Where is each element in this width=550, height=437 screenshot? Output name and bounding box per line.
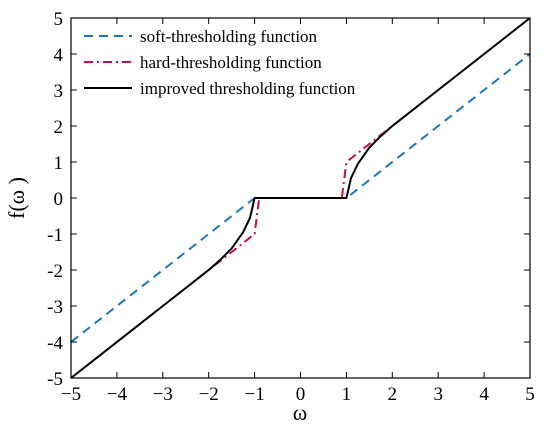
legend-label-2: hard-thresholding function [140, 53, 322, 72]
y-tick-label: 5 [54, 9, 64, 30]
legend-label-3: improved thresholding function [140, 79, 356, 98]
x-tick-label: 3 [433, 384, 443, 405]
y-tick-label: -1 [47, 225, 63, 246]
y-axis-ticks: -5 -4 -3 -2 -1 0 1 2 3 4 5 [47, 9, 530, 390]
x-axis-label: ω [293, 400, 307, 425]
x-tick-label: 0 [296, 384, 306, 405]
x-axis-ticks: −5 −4 −3 −2 −1 0 1 2 3 4 5 [61, 18, 535, 405]
y-tick-label: 0 [54, 189, 64, 210]
y-tick-label: 2 [54, 117, 64, 138]
y-tick-label: 3 [54, 81, 64, 102]
series-layer [71, 18, 530, 378]
x-tick-label: −1 [244, 384, 264, 405]
y-tick-label: -2 [47, 261, 63, 282]
x-tick-label: −4 [107, 384, 128, 405]
x-tick-label: −3 [153, 384, 173, 405]
y-tick-label: 4 [54, 45, 64, 66]
x-tick-label: 4 [479, 384, 489, 405]
y-tick-label: -4 [47, 333, 63, 354]
x-tick-label: −2 [199, 384, 219, 405]
x-tick-label: 5 [525, 384, 535, 405]
x-tick-label: −5 [61, 384, 81, 405]
x-tick-label: 2 [388, 384, 398, 405]
y-tick-label: -5 [47, 369, 63, 390]
legend: soft-thresholding function hard-threshold… [84, 27, 356, 98]
x-tick-label: 1 [342, 384, 352, 405]
legend-label-1: soft-thresholding function [140, 27, 318, 46]
y-axis-label: f(ω ) [4, 177, 29, 219]
series-line-3 [71, 18, 530, 378]
y-tick-label: -3 [47, 297, 63, 318]
y-tick-label: 1 [54, 153, 64, 174]
series-line-1 [71, 53, 530, 343]
